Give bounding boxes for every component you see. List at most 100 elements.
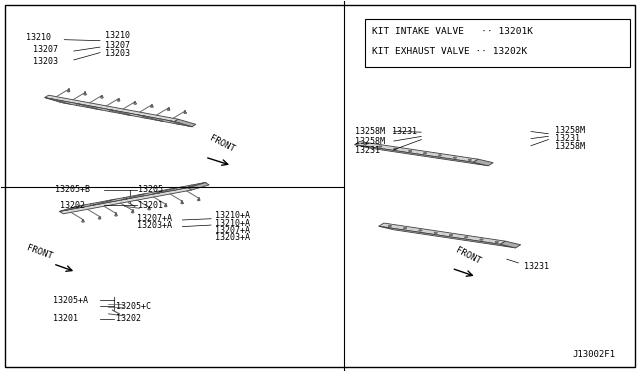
Circle shape [76,104,79,106]
Circle shape [74,206,77,208]
Ellipse shape [453,157,456,158]
Text: 13205+B: 13205+B [55,185,90,194]
Polygon shape [46,98,71,105]
Text: KIT EXHAUST VALVE ·· 13202K: KIT EXHAUST VALVE ·· 13202K [372,46,527,56]
Ellipse shape [449,234,452,236]
Polygon shape [60,187,192,214]
Ellipse shape [438,155,442,156]
Text: 13203: 13203 [105,49,130,58]
Circle shape [164,205,167,207]
Text: 13207+A: 13207+A [215,226,250,235]
Ellipse shape [434,232,437,234]
Circle shape [167,109,170,110]
Text: J13002F1: J13002F1 [572,350,615,359]
Text: 13210+A: 13210+A [215,219,250,228]
Text: 13258M: 13258M [555,126,585,135]
Polygon shape [174,119,196,127]
Ellipse shape [424,153,427,154]
Text: 13210: 13210 [26,33,51,42]
Circle shape [67,90,70,92]
Text: FRONT: FRONT [207,134,236,154]
Text: 13201: 13201 [53,314,78,323]
Ellipse shape [394,148,397,150]
Circle shape [197,199,200,201]
Text: 13207+A: 13207+A [138,214,172,223]
Text: 13210: 13210 [105,31,130,41]
Circle shape [131,211,134,213]
Ellipse shape [465,237,468,238]
Ellipse shape [364,144,367,145]
Polygon shape [45,95,179,122]
Text: 13210+A: 13210+A [215,211,250,220]
Polygon shape [188,183,209,190]
Ellipse shape [419,230,422,231]
Text: 13201: 13201 [138,201,163,210]
Polygon shape [45,97,192,127]
Circle shape [184,112,187,114]
Circle shape [93,107,96,109]
Circle shape [98,218,101,219]
Polygon shape [500,241,521,248]
Bar [365,19,630,67]
Polygon shape [182,182,207,189]
Polygon shape [151,188,177,195]
Circle shape [150,106,154,108]
Circle shape [115,215,118,216]
Text: 13205+A: 13205+A [53,296,88,305]
Polygon shape [355,145,488,166]
Text: 13231: 13231 [524,262,549,271]
Polygon shape [61,205,86,211]
Ellipse shape [468,159,472,161]
Text: 13231: 13231 [392,126,417,136]
Circle shape [180,202,184,204]
Text: 13203+A: 13203+A [138,221,172,230]
Text: KIT INTAKE VALVE   ·· 13201K: KIT INTAKE VALVE ·· 13201K [372,28,533,36]
Text: 13231: 13231 [355,146,380,155]
Polygon shape [91,199,116,206]
Polygon shape [121,193,146,200]
Ellipse shape [408,150,412,152]
Ellipse shape [379,146,382,147]
Circle shape [173,188,177,190]
Ellipse shape [495,241,499,243]
Polygon shape [473,159,493,166]
Circle shape [100,97,103,98]
Circle shape [107,200,111,202]
Text: 13202: 13202 [60,201,85,210]
Circle shape [157,191,160,193]
Polygon shape [76,103,102,110]
Circle shape [159,119,163,121]
Circle shape [189,185,193,187]
Polygon shape [138,115,163,121]
Text: 13205: 13205 [138,185,163,194]
Text: FRONT: FRONT [454,246,482,266]
Circle shape [126,113,130,115]
Text: 13258M: 13258M [355,137,385,146]
Text: 13202: 13202 [116,314,141,323]
Circle shape [109,110,113,112]
Text: 13258M: 13258M [355,126,385,136]
Circle shape [176,122,180,124]
Text: FRONT: FRONT [25,243,53,261]
Polygon shape [107,109,132,116]
Text: 13203+A: 13203+A [215,233,250,243]
Polygon shape [379,226,516,248]
Ellipse shape [403,228,407,229]
Circle shape [143,116,147,118]
Circle shape [84,93,86,95]
Circle shape [81,221,84,222]
Circle shape [90,203,94,205]
Polygon shape [379,223,506,244]
Text: 13205+C: 13205+C [116,302,150,311]
Polygon shape [168,121,193,127]
Text: 13203: 13203 [33,57,58,66]
Circle shape [124,197,127,199]
Ellipse shape [388,225,392,227]
Circle shape [140,194,143,196]
Polygon shape [355,141,478,162]
Circle shape [134,103,137,105]
Circle shape [60,100,63,103]
Text: 13207: 13207 [105,41,130,50]
Ellipse shape [480,239,483,240]
Circle shape [148,208,150,210]
